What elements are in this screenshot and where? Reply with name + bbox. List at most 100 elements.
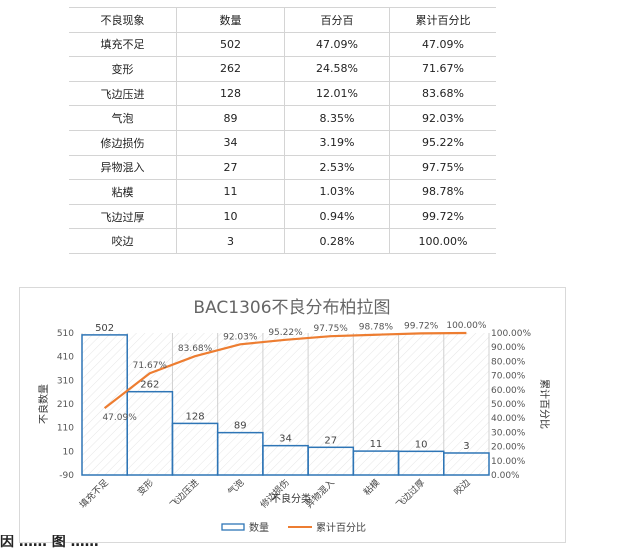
cell-count: 502 (176, 31, 285, 58)
table-row: 修边损伤 34 3.19% 95.22% (69, 129, 496, 156)
caption-text: 因 …… 图 …… (0, 535, 99, 550)
legend: 数量 累计百分比 (221, 521, 366, 534)
cell-count: 27 (176, 154, 285, 181)
x-axis-title: 不良分类 (271, 492, 311, 505)
cell-cumulative: 97.75% (389, 154, 496, 181)
x-tick-label: 飞边过厚 (393, 477, 427, 511)
cell-defect: 异物混入 (69, 154, 177, 181)
cell-defect: 飞边压进 (69, 80, 177, 107)
y-tick-label: 410 (57, 353, 74, 363)
cell-percent: 8.35% (284, 105, 390, 131)
header-defect: 不良现象 (69, 7, 177, 33)
line-data-label: 100.00% (446, 321, 486, 331)
figure-caption: 因 …… 图 …… (0, 535, 360, 560)
table-row: 异物混入 27 2.53% 97.75% (69, 154, 496, 181)
cell-defect: 飞边过厚 (69, 203, 177, 230)
cell-defect: 修边损伤 (69, 129, 177, 156)
legend-label-count: 数量 (249, 521, 269, 534)
y-tick-label: 110 (57, 424, 74, 434)
cell-cumulative: 92.03% (389, 105, 496, 131)
bar-data-label: 27 (324, 435, 337, 446)
table-row: 飞边过厚 10 0.94% 99.72% (69, 203, 496, 230)
x-tick-label: 飞边压进 (168, 477, 201, 510)
cell-cumulative: 95.22% (389, 129, 496, 156)
cell-cumulative: 98.78% (389, 179, 496, 205)
y2-tick-label: 70.00% (491, 372, 526, 382)
y-tick-label: 510 (57, 329, 74, 339)
legend-label-cumulative: 累计百分比 (316, 521, 366, 534)
line-data-label: 99.72% (404, 321, 439, 331)
x-tick-label: 气泡 (225, 477, 246, 498)
cell-count: 262 (176, 56, 285, 82)
bar (443, 452, 490, 476)
y2-tick-label: 80.00% (491, 357, 526, 367)
header-percent: 百分百 (284, 7, 390, 33)
cell-percent: 12.01% (284, 80, 390, 107)
cell-count: 89 (176, 105, 285, 131)
x-tick-label: 咬边 (451, 477, 472, 498)
y-tick-label: -90 (59, 471, 74, 481)
line-data-label: 92.03% (223, 332, 258, 342)
cell-count: 34 (176, 129, 285, 156)
line-data-label: 47.09% (102, 413, 137, 423)
y2-tick-label: 20.00% (491, 443, 526, 453)
cell-count: 10 (176, 203, 285, 230)
table-row: 变形 262 24.58% 71.67% (69, 56, 496, 82)
line-data-label: 97.75% (314, 324, 349, 334)
bar-data-label: 89 (234, 421, 247, 432)
cell-percent: 3.19% (284, 129, 390, 156)
cell-percent: 1.03% (284, 179, 390, 205)
table-header-row: 不良现象 数量 百分百 累计百分比 (69, 7, 496, 33)
y-tick-label: 10 (63, 447, 75, 457)
bar-data-label: 34 (279, 434, 292, 445)
cell-count: 11 (176, 179, 285, 205)
y2-tick-label: 50.00% (491, 400, 526, 410)
x-tick-label: 填充不足 (77, 477, 111, 511)
bar-data-label: 10 (415, 439, 428, 450)
y2-tick-label: 60.00% (491, 386, 526, 396)
y2-tick-label: 40.00% (491, 414, 526, 424)
cell-cumulative: 83.68% (389, 80, 496, 107)
y-axis-title: 不良数量 (37, 384, 50, 424)
cell-percent: 24.58% (284, 56, 390, 82)
y-tick-label: 310 (57, 376, 74, 386)
y2-tick-label: 0.00% (491, 471, 520, 481)
line-data-label: 71.67% (133, 361, 168, 371)
defect-table: 不良现象 数量 百分百 累计百分比 填充不足 502 47.09% 47.09% 变形 2… (69, 7, 496, 254)
cell-cumulative: 100.00% (389, 228, 496, 254)
cell-defect: 气泡 (69, 105, 177, 131)
cell-percent: 47.09% (284, 31, 390, 58)
y2-tick-label: 90.00% (491, 343, 526, 353)
y-tick-label: 210 (57, 400, 74, 410)
cell-cumulative: 47.09% (389, 31, 496, 58)
cell-count: 3 (176, 228, 285, 254)
cell-cumulative: 99.72% (389, 203, 496, 230)
cell-percent: 0.94% (284, 203, 390, 230)
table-row: 填充不足 502 47.09% 47.09% (69, 31, 496, 58)
pareto-chart-svg: -90101102103104105100.00%10.00%20.00%30.… (37, 298, 551, 534)
line-data-label: 83.68% (178, 344, 213, 354)
bar-data-label: 11 (370, 439, 383, 450)
table-row: 气泡 89 8.35% 92.03% (69, 105, 496, 131)
cell-count: 128 (176, 80, 285, 107)
table-row: 咬边 3 0.28% 100.00% (69, 228, 496, 254)
y2-axis-title: 累计百分比 (538, 379, 551, 429)
legend-bar-swatch (221, 523, 245, 531)
y2-tick-label: 30.00% (491, 428, 526, 438)
bar-data-label: 502 (95, 323, 114, 334)
table-row: 粘模 11 1.03% 98.78% (69, 179, 496, 205)
table-row: 飞边压进 128 12.01% 83.68% (69, 80, 496, 107)
cell-percent: 2.53% (284, 154, 390, 181)
chart-title: BAC1306不良分布柏拉图 (193, 298, 390, 318)
cell-cumulative: 71.67% (389, 56, 496, 82)
cell-defect: 咬边 (69, 228, 177, 254)
cell-defect: 变形 (69, 56, 177, 82)
cell-defect: 填充不足 (69, 31, 177, 58)
cell-defect: 粘模 (69, 179, 177, 205)
bar-data-label: 262 (140, 380, 159, 391)
header-count: 数量 (176, 7, 285, 33)
plot-area (82, 333, 489, 475)
cell-percent: 0.28% (284, 228, 390, 254)
line-data-label: 95.22% (268, 328, 303, 338)
